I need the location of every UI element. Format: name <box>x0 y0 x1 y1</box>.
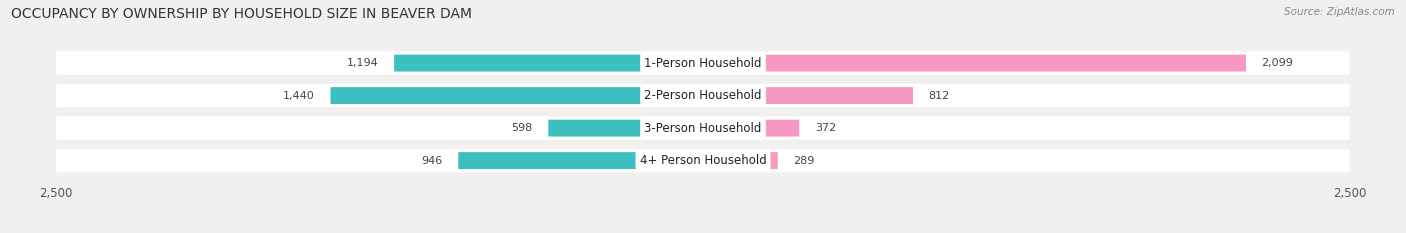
Text: 2-Person Household: 2-Person Household <box>644 89 762 102</box>
Text: OCCUPANCY BY OWNERSHIP BY HOUSEHOLD SIZE IN BEAVER DAM: OCCUPANCY BY OWNERSHIP BY HOUSEHOLD SIZE… <box>11 7 472 21</box>
Text: 1,194: 1,194 <box>347 58 378 68</box>
FancyBboxPatch shape <box>56 84 1350 107</box>
Legend: Owner-occupied, Renter-occupied: Owner-occupied, Renter-occupied <box>579 230 827 233</box>
FancyBboxPatch shape <box>394 55 703 72</box>
FancyBboxPatch shape <box>703 87 912 104</box>
Text: 598: 598 <box>512 123 533 133</box>
Text: 4+ Person Household: 4+ Person Household <box>640 154 766 167</box>
Text: 812: 812 <box>928 91 950 101</box>
Text: 946: 946 <box>422 156 443 166</box>
FancyBboxPatch shape <box>56 149 1350 172</box>
Text: 1-Person Household: 1-Person Household <box>644 57 762 70</box>
Text: Source: ZipAtlas.com: Source: ZipAtlas.com <box>1284 7 1395 17</box>
Text: 289: 289 <box>793 156 814 166</box>
Text: 1,440: 1,440 <box>283 91 315 101</box>
FancyBboxPatch shape <box>703 152 778 169</box>
FancyBboxPatch shape <box>703 120 799 137</box>
FancyBboxPatch shape <box>56 51 1350 75</box>
FancyBboxPatch shape <box>458 152 703 169</box>
FancyBboxPatch shape <box>330 87 703 104</box>
Text: 2,099: 2,099 <box>1261 58 1294 68</box>
FancyBboxPatch shape <box>548 120 703 137</box>
Text: 3-Person Household: 3-Person Household <box>644 122 762 135</box>
FancyBboxPatch shape <box>703 55 1246 72</box>
FancyBboxPatch shape <box>56 116 1350 140</box>
Text: 372: 372 <box>814 123 837 133</box>
